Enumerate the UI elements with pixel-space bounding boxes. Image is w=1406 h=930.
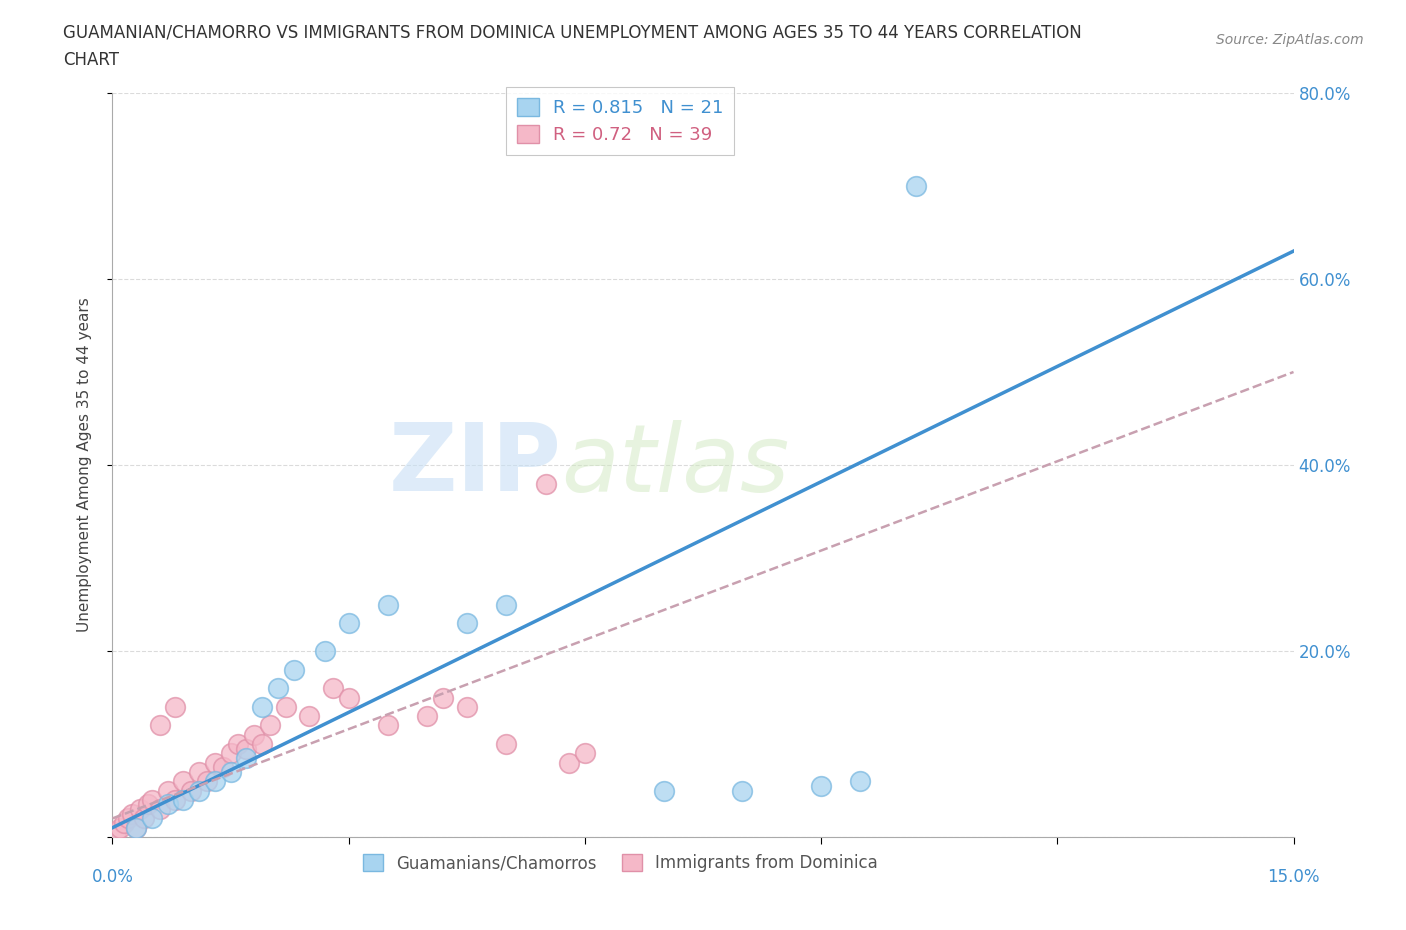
Point xyxy=(132,811,155,826)
Text: CHART: CHART xyxy=(63,51,120,69)
Text: ZIP: ZIP xyxy=(388,419,561,511)
Point xyxy=(322,681,344,696)
Point xyxy=(652,783,675,798)
Point xyxy=(165,792,187,807)
Point xyxy=(149,802,172,817)
Point xyxy=(105,825,128,840)
Point xyxy=(298,709,321,724)
Point xyxy=(172,774,194,789)
Point xyxy=(228,737,250,751)
Point xyxy=(211,760,233,775)
Point xyxy=(165,699,187,714)
Point xyxy=(250,699,273,714)
Point xyxy=(110,820,132,835)
Point xyxy=(416,709,439,724)
Point xyxy=(172,792,194,807)
Point xyxy=(180,783,202,798)
Point xyxy=(125,820,148,835)
Point xyxy=(259,718,281,733)
Point xyxy=(274,699,297,714)
Legend: Guamanians/Chamorros, Immigrants from Dominica: Guamanians/Chamorros, Immigrants from Do… xyxy=(354,846,886,881)
Point xyxy=(267,681,290,696)
Text: GUAMANIAN/CHAMORRO VS IMMIGRANTS FROM DOMINICA UNEMPLOYMENT AMONG AGES 35 TO 44 : GUAMANIAN/CHAMORRO VS IMMIGRANTS FROM DO… xyxy=(63,23,1083,41)
Point xyxy=(495,597,517,612)
Point xyxy=(235,751,257,765)
Point xyxy=(377,718,399,733)
Point xyxy=(188,783,211,798)
Text: 0.0%: 0.0% xyxy=(91,868,134,885)
Point xyxy=(337,690,360,705)
Point xyxy=(574,746,596,761)
Point xyxy=(849,774,872,789)
Point xyxy=(377,597,399,612)
Point xyxy=(456,699,478,714)
Point xyxy=(337,616,360,631)
Point xyxy=(141,792,163,807)
Text: 15.0%: 15.0% xyxy=(1267,868,1320,885)
Point xyxy=(141,811,163,826)
Point xyxy=(731,783,754,798)
Point xyxy=(904,179,927,193)
Point xyxy=(235,741,257,756)
Point xyxy=(314,644,336,658)
Point xyxy=(243,727,266,742)
Point xyxy=(156,783,179,798)
Point xyxy=(456,616,478,631)
Point xyxy=(810,778,832,793)
Point xyxy=(156,797,179,812)
Text: atlas: atlas xyxy=(561,419,790,511)
Point xyxy=(558,755,581,770)
Point xyxy=(219,746,242,761)
Point xyxy=(121,806,143,821)
Point xyxy=(188,764,211,779)
Point xyxy=(149,718,172,733)
Point xyxy=(283,662,305,677)
Point xyxy=(534,476,557,491)
Point xyxy=(112,816,135,830)
Point xyxy=(432,690,454,705)
Point xyxy=(250,737,273,751)
Point xyxy=(219,764,242,779)
Point xyxy=(495,737,517,751)
Point xyxy=(117,811,139,826)
Y-axis label: Unemployment Among Ages 35 to 44 years: Unemployment Among Ages 35 to 44 years xyxy=(77,298,91,632)
Point xyxy=(125,820,148,835)
Text: Source: ZipAtlas.com: Source: ZipAtlas.com xyxy=(1216,33,1364,46)
Point xyxy=(204,755,226,770)
Point xyxy=(136,797,159,812)
Point xyxy=(204,774,226,789)
Point xyxy=(129,802,152,817)
Point xyxy=(195,774,218,789)
